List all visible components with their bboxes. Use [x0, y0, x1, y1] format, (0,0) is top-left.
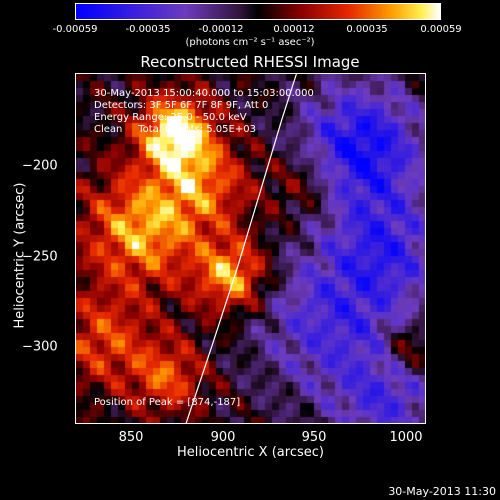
solar-limb-line — [185, 74, 297, 423]
plot-overlay — [185, 74, 297, 423]
y-tick-label: −300 — [22, 339, 58, 355]
timestamp: 30-May-2013 11:30 — [388, 485, 496, 498]
x-tick-label: 850 — [118, 430, 144, 445]
colorbar-tick-label: -0.00012 — [198, 24, 244, 35]
y-tick-label: −250 — [22, 249, 58, 265]
colorbar-tick-label: 0.00012 — [273, 24, 315, 35]
info-detectors: Detectors: 3F 5F 6F 7F 8F 9F, Att 0 — [94, 100, 269, 111]
info-time-range: 30-May-2013 15:00:40.000 to 15:03:00.000 — [94, 88, 314, 99]
colorbar-units: (photons cm⁻² s⁻¹ asec⁻²) — [185, 37, 315, 48]
colorbar-tick-label: 0.00035 — [346, 24, 388, 35]
info-energy-range: Energy Range: 25.0 - 50.0 keV — [94, 112, 247, 123]
x-axis-label: Heliocentric X (arcsec) — [177, 445, 324, 460]
x-tick-label: 900 — [210, 430, 236, 445]
peak-position-label: Position of Peak = [874,-187] — [94, 397, 241, 408]
image-info: 30-May-2013 15:00:40.000 to 15:03:00.000… — [94, 88, 314, 136]
colorbar — [75, 3, 441, 20]
plot-area: 30-May-2013 15:00:40.000 to 15:03:00.000… — [75, 73, 426, 424]
y-tick-label: −200 — [22, 158, 58, 174]
colorbar-tick-label: 0.00059 — [420, 24, 462, 35]
y-axis-label: Heliocentric Y (arcsec) — [12, 182, 28, 329]
x-tick-label: 950 — [301, 430, 327, 445]
info-counts: Clean Total Counts: 5.05E+03 — [94, 124, 256, 135]
colorbar-tick-label: -0.00059 — [52, 24, 98, 35]
chart-title: Reconstructed RHESSI Image — [140, 53, 360, 71]
colorbar-tick-label: -0.00035 — [125, 24, 171, 35]
heatmap-image — [76, 74, 425, 423]
x-tick-label: 1000 — [389, 430, 423, 445]
